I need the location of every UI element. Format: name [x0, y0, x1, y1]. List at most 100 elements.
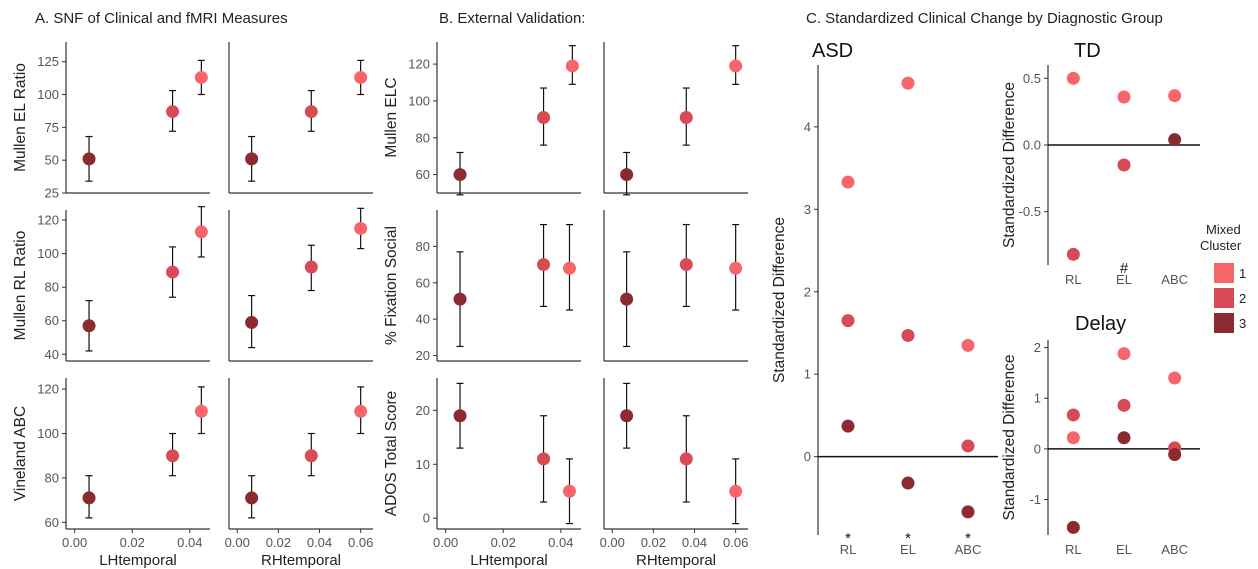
- data-point: [245, 491, 259, 505]
- y-tick-label: 0.5: [1023, 71, 1041, 86]
- data-point: [1117, 398, 1131, 412]
- y-axis-label: Vineland ABC: [12, 406, 29, 501]
- data-point: [1168, 447, 1182, 461]
- y-tick-label: 0: [1034, 441, 1041, 456]
- y-tick-label: 120: [37, 213, 59, 228]
- data-point: [1066, 247, 1080, 261]
- y-axis-label: Mullen ELC: [383, 77, 400, 157]
- y-axis-label: Standardized Difference: [771, 217, 788, 383]
- legend-swatch-1: [1214, 263, 1234, 283]
- data-point: [537, 452, 551, 466]
- y-tick-label: 80: [45, 470, 59, 485]
- y-tick-label: 60: [416, 275, 430, 290]
- y-tick-label: 20: [416, 348, 430, 363]
- data-point: [194, 225, 208, 239]
- data-point: [565, 59, 579, 73]
- y-tick-label: 4: [804, 119, 811, 134]
- y-tick-label: 120: [408, 57, 430, 72]
- y-tick-label: 60: [45, 313, 59, 328]
- data-point: [304, 449, 318, 463]
- y-tick-label: 10: [416, 457, 430, 472]
- data-point: [1066, 520, 1080, 534]
- x-axis-label: RHtemporal: [636, 552, 716, 569]
- data-point: [1117, 158, 1131, 172]
- legend-label-3: 3: [1239, 316, 1246, 331]
- y-tick-label: 0: [804, 449, 811, 464]
- y-axis-label: Mullen RL Ratio: [12, 231, 29, 341]
- data-point: [841, 175, 855, 189]
- data-point: [245, 152, 259, 166]
- x-tick-label: 0.00: [225, 535, 250, 550]
- x-tick-label: EL: [900, 542, 916, 557]
- data-point: [82, 152, 96, 166]
- data-point: [1168, 371, 1182, 385]
- data-point: [562, 484, 576, 498]
- data-point: [194, 70, 208, 84]
- data-point: [1117, 347, 1131, 361]
- data-point: [901, 476, 915, 490]
- x-tick-label: 0.02: [491, 535, 516, 550]
- x-tick-label: ABC: [1161, 542, 1188, 557]
- y-tick-label: 0.0: [1023, 138, 1041, 153]
- subplot-title: Delay: [1075, 313, 1126, 335]
- data-point: [729, 484, 743, 498]
- y-tick-label: 50: [45, 153, 59, 168]
- y-tick-label: 40: [416, 312, 430, 327]
- data-point: [679, 111, 693, 124]
- data-point: [537, 111, 551, 124]
- data-point: [453, 409, 467, 423]
- y-tick-label: 60: [416, 167, 430, 182]
- data-point: [304, 260, 318, 274]
- y-tick-label: 0: [423, 511, 430, 526]
- x-tick-label: 0.04: [177, 535, 202, 550]
- x-tick-label: EL: [1116, 542, 1132, 557]
- x-tick-label: 0.00: [600, 535, 625, 550]
- x-tick-label: ABC: [1161, 272, 1188, 287]
- y-axis-label: Mullen EL Ratio: [12, 63, 29, 172]
- data-point: [166, 105, 180, 119]
- data-point: [194, 404, 208, 418]
- x-tick-label: 0.02: [120, 535, 145, 550]
- subplot-title: ASD: [812, 40, 853, 62]
- y-tick-label: 1: [1034, 391, 1041, 406]
- data-point: [1066, 71, 1080, 85]
- data-point: [841, 419, 855, 433]
- x-tick-label: 0.04: [548, 535, 573, 550]
- data-point: [620, 168, 634, 182]
- data-point: [354, 70, 368, 84]
- y-tick-label: 80: [45, 280, 59, 295]
- x-axis-label: LHtemporal: [470, 552, 548, 569]
- data-point: [961, 439, 975, 453]
- x-tick-label: 0.06: [348, 535, 373, 550]
- data-point: [961, 505, 975, 519]
- legend: Mixed Cluster 1 2 3: [1200, 222, 1246, 333]
- data-point: [562, 261, 576, 275]
- data-point: [1168, 89, 1182, 103]
- y-tick-label: 100: [37, 87, 59, 102]
- data-point: [354, 221, 368, 235]
- y-tick-label: 75: [45, 120, 59, 135]
- y-tick-label: 2: [804, 284, 811, 299]
- significance-mark: *: [905, 530, 911, 547]
- y-tick-label: 3: [804, 202, 811, 217]
- y-tick-label: -0.5: [1019, 204, 1041, 219]
- y-tick-label: 2: [1034, 340, 1041, 355]
- data-point: [82, 319, 96, 333]
- data-point: [1066, 408, 1080, 422]
- y-tick-label: 100: [37, 246, 59, 261]
- y-tick-label: 80: [416, 239, 430, 254]
- y-tick-label: 120: [37, 382, 59, 397]
- data-point: [354, 404, 368, 418]
- y-tick-label: 1: [804, 367, 811, 382]
- data-point: [1168, 133, 1182, 147]
- data-point: [620, 409, 634, 423]
- x-tick-label: ABC: [955, 542, 982, 557]
- data-point: [166, 449, 180, 463]
- x-tick-label: RL: [1065, 542, 1082, 557]
- x-tick-label: 0.04: [682, 535, 707, 550]
- y-axis-label: Standardized Difference: [1001, 82, 1018, 248]
- data-point: [729, 261, 743, 275]
- y-axis-label: % Fixation Social: [383, 226, 400, 345]
